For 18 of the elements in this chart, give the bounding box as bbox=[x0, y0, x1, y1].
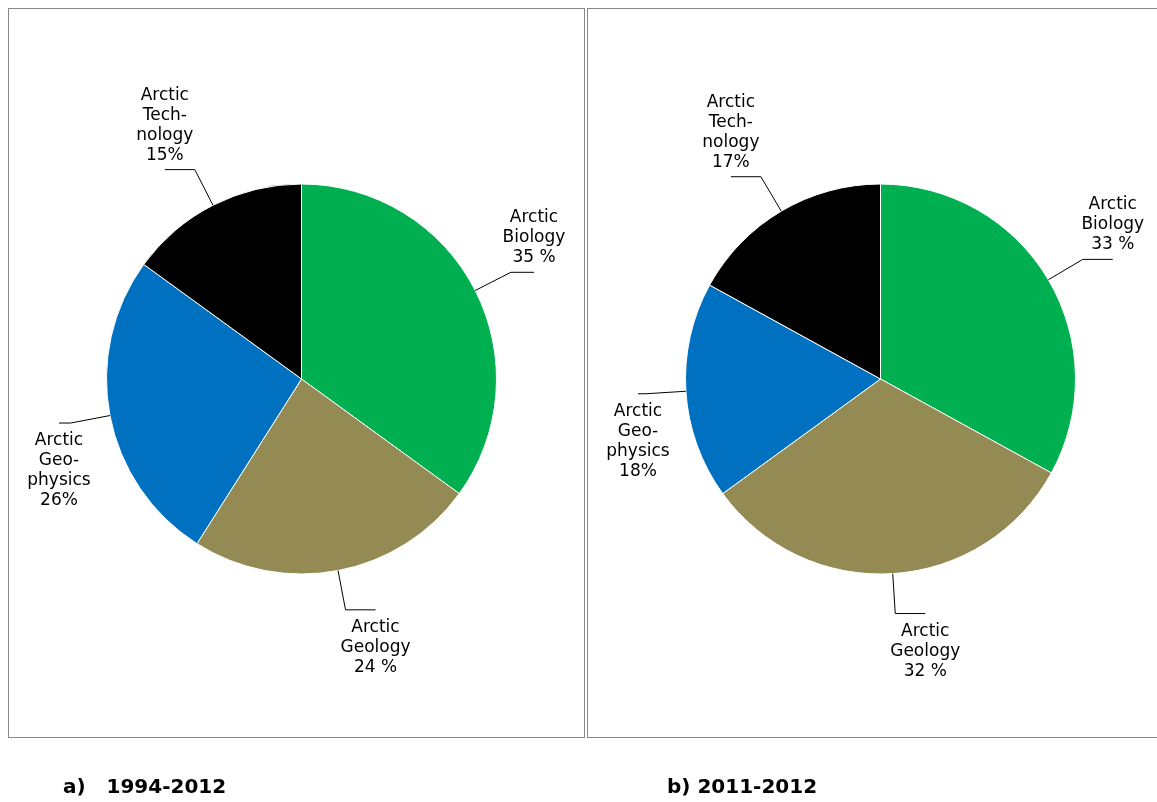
slice-label: Arctic Biology bbox=[1081, 193, 1145, 234]
text: b) 2011-2012 bbox=[666, 774, 819, 798]
slice-label: Arctic Tech- nology bbox=[702, 90, 760, 151]
data-label: 35 % bbox=[512, 246, 556, 267]
data-label: 32 % bbox=[903, 659, 947, 680]
slice-label: Arctic Geology bbox=[890, 619, 961, 660]
text: a) 1994-2012 bbox=[62, 774, 228, 798]
data-label: 33 % bbox=[1091, 233, 1135, 254]
data-label: 24 % bbox=[353, 655, 398, 676]
slice-label: Arctic Tech- nology bbox=[136, 83, 194, 144]
slice-label: Arctic Geo- physics bbox=[27, 429, 91, 490]
data-label: 26% bbox=[40, 489, 78, 510]
slice-label: Arctic Geology bbox=[340, 615, 411, 656]
slice-label: Arctic Biology bbox=[502, 206, 566, 247]
data-label: 17% bbox=[711, 150, 750, 171]
data-label: 18% bbox=[619, 459, 657, 480]
slice-label: Arctic Geo- physics bbox=[606, 399, 670, 460]
data-label: 15% bbox=[145, 143, 184, 164]
